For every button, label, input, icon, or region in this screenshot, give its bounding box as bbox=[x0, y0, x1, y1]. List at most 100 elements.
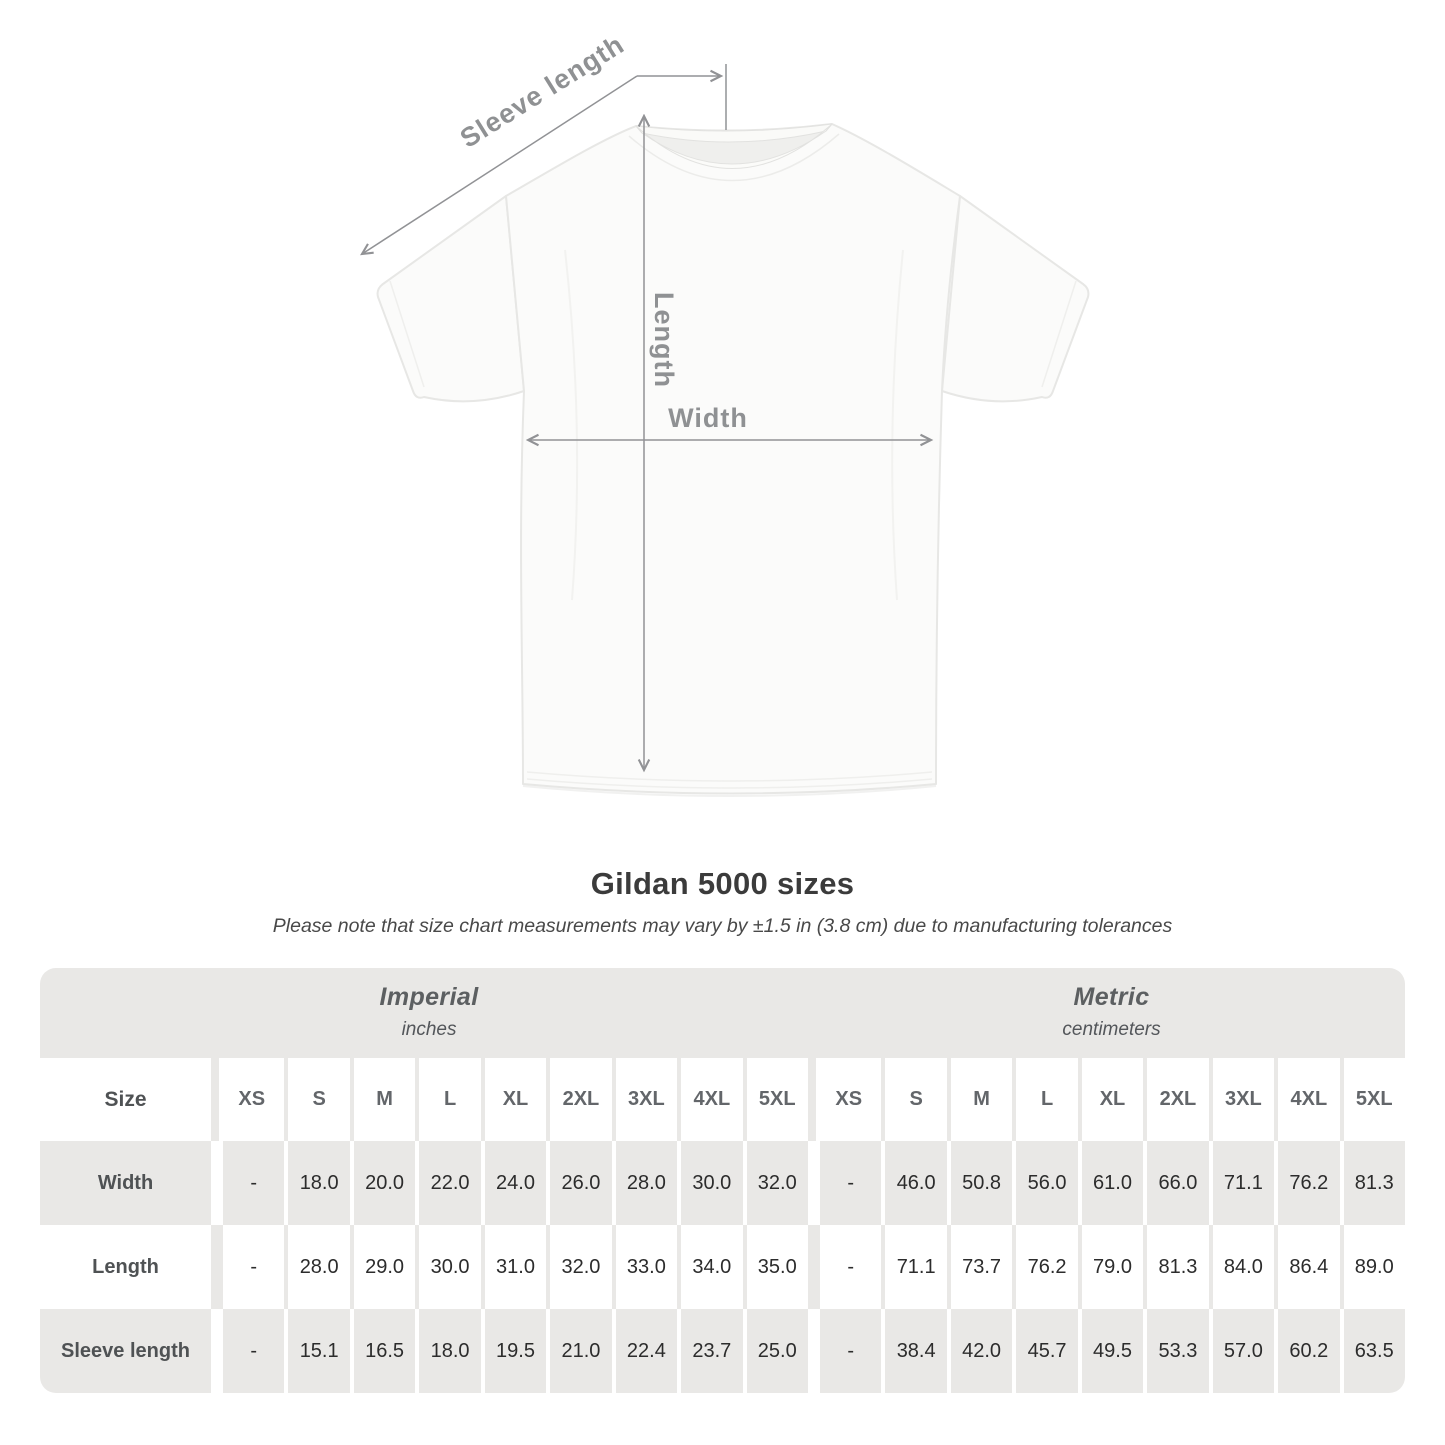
measurement-row-width: Width -18.0 20.0 22.0 24.0 26.0 28.0 30.0 32.0-4… bbox=[40, 1141, 1405, 1225]
size-header-imperial-m: M bbox=[349, 1058, 415, 1141]
value-cell-imperial: 25.0 bbox=[742, 1309, 808, 1393]
value-cell-metric: 49.5 bbox=[1077, 1309, 1143, 1393]
measurement-rows: Width -18.0 20.0 22.0 24.0 26.0 28.0 30.0 32.0-4… bbox=[40, 1141, 1405, 1393]
group-divider bbox=[807, 1309, 816, 1393]
size-header-metric-s: S bbox=[881, 1058, 946, 1141]
value-cell-imperial: 24.0 bbox=[480, 1141, 546, 1225]
value-cell-metric: 76.2 bbox=[1274, 1141, 1339, 1225]
tshirt-left-sleeve bbox=[376, 195, 525, 403]
right-wrinkle bbox=[891, 249, 904, 601]
metric-header: Metric centimeters bbox=[818, 968, 1405, 1058]
value-cell-metric: 61.0 bbox=[1077, 1141, 1143, 1225]
value-cell-imperial: 16.5 bbox=[349, 1309, 415, 1393]
row-label: Length bbox=[92, 1255, 159, 1278]
value-cell-imperial: 22.4 bbox=[611, 1309, 677, 1393]
value-cell-metric: 89.0 bbox=[1339, 1225, 1405, 1309]
value-cell-imperial: 22.0 bbox=[415, 1141, 480, 1225]
value-cell-imperial: 35.0 bbox=[742, 1225, 808, 1309]
left-cuff-stitch bbox=[389, 280, 425, 388]
value-cell-imperial: 15.1 bbox=[284, 1309, 349, 1393]
tshirt-image bbox=[376, 123, 1090, 797]
row-label: Width bbox=[97, 1171, 154, 1194]
value-cell-metric: - bbox=[815, 1141, 881, 1225]
size-header-metric-l: L bbox=[1012, 1058, 1077, 1141]
size-header-imperial-s: S bbox=[284, 1058, 349, 1141]
measurement-row-sleeve-length: Sleeve length -15.1 16.5 18.0 19.5 21.0 22.4 23… bbox=[40, 1309, 1405, 1393]
value-cell-metric: 38.4 bbox=[881, 1309, 946, 1393]
value-cell-metric: 71.1 bbox=[881, 1225, 946, 1309]
value-cell-imperial: 19.5 bbox=[480, 1309, 546, 1393]
group-divider bbox=[807, 1058, 816, 1141]
value-cell-metric: 76.2 bbox=[1012, 1225, 1077, 1309]
units-header-band: Imperial inches Metric centimeters bbox=[40, 968, 1405, 1058]
group-divider bbox=[807, 1141, 816, 1225]
value-cell-metric: 57.0 bbox=[1208, 1309, 1274, 1393]
tolerance-note: Please note that size chart measurements… bbox=[272, 915, 1173, 937]
measurement-row-length: Length -28.0 29.0 30.0 31.0 32.0 33.0 34.0 35.0-… bbox=[40, 1225, 1405, 1309]
value-cell-metric: 53.3 bbox=[1143, 1309, 1208, 1393]
size-header-metric-4xl: 4XL bbox=[1274, 1058, 1339, 1141]
value-cell-metric: 45.7 bbox=[1012, 1309, 1077, 1393]
value-cell-metric: 73.7 bbox=[946, 1225, 1012, 1309]
value-cell-imperial: 21.0 bbox=[546, 1309, 611, 1393]
value-cell-metric: - bbox=[815, 1309, 881, 1393]
value-cell-imperial: 33.0 bbox=[611, 1225, 677, 1309]
imperial-label: Imperial bbox=[379, 983, 479, 1011]
size-header-metric-5xl: 5XL bbox=[1339, 1058, 1405, 1141]
hem-stitch-2 bbox=[526, 778, 933, 789]
value-cell-metric: 84.0 bbox=[1208, 1225, 1274, 1309]
value-cell-imperial: - bbox=[219, 1309, 284, 1393]
size-header-imperial-l: L bbox=[415, 1058, 480, 1141]
sleeve-length-arrow bbox=[362, 75, 638, 254]
value-cell-metric: 71.1 bbox=[1208, 1141, 1274, 1225]
value-cell-imperial: 31.0 bbox=[480, 1225, 546, 1309]
value-cell-metric: 42.0 bbox=[946, 1309, 1012, 1393]
tshirt-measurement-diagram: Sleeve length Length Width bbox=[0, 29, 1090, 797]
tshirt-right-sleeve bbox=[941, 195, 1090, 403]
metric-unit: centimeters bbox=[1062, 1019, 1161, 1040]
column-gap bbox=[211, 1141, 219, 1225]
length-label: Length bbox=[649, 292, 679, 388]
size-header-row: Size XS S M L XL 2XL 3XL 4XL 5XL XS S M L XL 2XL 3XL 4XL 5… bbox=[40, 1058, 1405, 1141]
value-cell-metric: 56.0 bbox=[1012, 1141, 1077, 1225]
size-column-header: Size bbox=[104, 1087, 147, 1111]
value-cell-imperial: 28.0 bbox=[284, 1225, 349, 1309]
metric-label: Metric bbox=[1073, 983, 1150, 1011]
row-label: Sleeve length bbox=[61, 1339, 190, 1362]
value-cell-imperial: 18.0 bbox=[284, 1141, 349, 1225]
value-cell-metric: 46.0 bbox=[881, 1141, 946, 1225]
value-cell-imperial: 29.0 bbox=[349, 1225, 415, 1309]
size-header-metric-xl: XL bbox=[1077, 1058, 1143, 1141]
right-cuff-stitch bbox=[1041, 280, 1077, 388]
value-cell-imperial: 20.0 bbox=[349, 1141, 415, 1225]
value-cell-metric: 81.3 bbox=[1339, 1141, 1405, 1225]
value-cell-metric: 81.3 bbox=[1143, 1225, 1208, 1309]
value-cell-imperial: 30.0 bbox=[415, 1225, 480, 1309]
imperial-unit: inches bbox=[401, 1019, 457, 1040]
value-cell-metric: 79.0 bbox=[1077, 1225, 1143, 1309]
hem-shadow bbox=[522, 785, 937, 797]
value-cell-metric: 60.2 bbox=[1274, 1309, 1339, 1393]
size-header-metric-xs: XS bbox=[835, 1088, 863, 1110]
value-cell-imperial: 32.0 bbox=[742, 1141, 808, 1225]
size-header-imperial-4xl: 4XL bbox=[677, 1058, 742, 1141]
value-cell-imperial: 26.0 bbox=[546, 1141, 611, 1225]
size-header-metric-m: M bbox=[946, 1058, 1012, 1141]
hem-stitch bbox=[526, 771, 933, 782]
tshirt-diagram-svg: Sleeve length Length Width bbox=[0, 29, 1090, 797]
size-header-metric-2xl: 2XL bbox=[1143, 1058, 1208, 1141]
value-cell-metric: 86.4 bbox=[1274, 1225, 1339, 1309]
size-header-imperial-xl: XL bbox=[480, 1058, 546, 1141]
value-cell-imperial: 18.0 bbox=[415, 1309, 480, 1393]
width-label: Width bbox=[668, 403, 748, 433]
column-gap bbox=[211, 1309, 219, 1393]
value-cell-imperial: 34.0 bbox=[677, 1225, 742, 1309]
size-header-imperial-3xl: 3XL bbox=[611, 1058, 677, 1141]
column-gap bbox=[211, 1058, 219, 1141]
value-cell-imperial: 30.0 bbox=[677, 1141, 742, 1225]
size-header-imperial-xs: XS bbox=[238, 1088, 266, 1110]
value-cell-metric: 66.0 bbox=[1143, 1141, 1208, 1225]
measurement-arrows bbox=[362, 64, 931, 770]
size-header-imperial-2xl: 2XL bbox=[546, 1058, 611, 1141]
size-chart-page: Sleeve length Length Width Gildan 5000 s… bbox=[0, 29, 1405, 1393]
